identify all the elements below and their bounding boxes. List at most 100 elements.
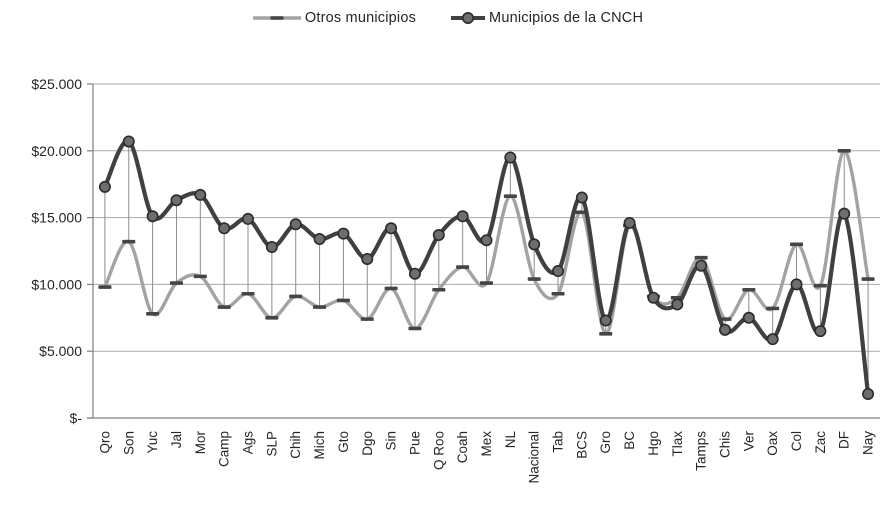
marker-dash-otros (384, 286, 398, 291)
x-axis-label: Col (789, 431, 804, 451)
x-axis-label: NL (503, 431, 518, 449)
marker-dash-otros (742, 287, 756, 292)
marker-circle-cnch (194, 188, 207, 201)
x-axis-label: Qro (97, 431, 112, 454)
marker-dash-otros (813, 283, 827, 288)
legend-item-municipios-cnch: Municipios de la CNCH (450, 10, 643, 26)
x-axis-label: Gto (336, 431, 351, 453)
marker-dash-otros (289, 294, 303, 299)
x-axis-label: Jal (169, 431, 184, 448)
x-axis-label: Chis (717, 431, 732, 458)
marker-dash-otros (146, 311, 160, 316)
x-axis-label: Hgo (646, 431, 661, 456)
x-axis-label: Camp (217, 431, 232, 467)
marker-dash-otros (169, 281, 183, 285)
y-axis-label: $20.000 (31, 143, 82, 159)
legend-item-otros-municipios: Otros municipios (252, 10, 416, 26)
marker-circle-cnch (742, 311, 755, 324)
marker-circle-cnch (862, 387, 875, 400)
legend-label-cnch: Municipios de la CNCH (489, 10, 644, 26)
x-axis-label: DF (837, 431, 852, 449)
x-axis-label: Ags (241, 431, 256, 455)
x-axis-label: Mich (312, 431, 327, 460)
marker-dash-otros (861, 277, 875, 281)
marker-circle-cnch (218, 222, 231, 235)
y-axis-label: $15.000 (31, 210, 82, 226)
x-axis-label: Zac (813, 431, 828, 454)
marker-dash-otros (694, 255, 708, 260)
marker-circle-cnch (361, 253, 374, 266)
marker-circle-cnch (480, 234, 493, 247)
marker-dash-otros (265, 316, 279, 320)
x-axis-label: Gro (598, 431, 613, 454)
x-axis-label: Dgo (360, 431, 375, 456)
marker-circle-cnch (122, 135, 135, 148)
marker-dash-otros (599, 332, 613, 336)
y-axis-label: $25.000 (31, 76, 82, 92)
x-axis-label: Mex (479, 431, 494, 457)
marker-circle-cnch (385, 222, 398, 235)
marker-circle-cnch (695, 259, 708, 272)
marker-circle-cnch (552, 265, 565, 278)
marker-dash-otros (313, 305, 327, 309)
marker-dash-otros (360, 317, 374, 321)
legend-line-sample-otros (252, 16, 301, 20)
marker-circle-cnch (337, 227, 350, 240)
marker-dash-otros (766, 306, 780, 311)
marker-circle-cnch (814, 325, 827, 338)
y-axis-label: $- (70, 410, 83, 426)
marker-dash-otros (456, 265, 470, 269)
marker-circle-cnch (528, 238, 541, 251)
marker-dash-otros (432, 287, 446, 292)
marker-dash-otros (98, 285, 112, 289)
marker-dash-otros (503, 194, 517, 199)
x-axis-label: Oax (765, 431, 780, 456)
x-axis-label: Sin (384, 431, 399, 451)
marker-dash-otros (217, 305, 231, 309)
marker-circle-cnch (289, 218, 302, 231)
marker-dash-otros (837, 149, 851, 153)
marker-circle-cnch (146, 210, 159, 223)
x-axis-label: Pue (407, 431, 422, 455)
marker-circle-cnch (671, 298, 684, 311)
marker-dash-otros (480, 281, 493, 285)
legend-sample-marker (270, 16, 284, 20)
x-axis-label: Tlax (670, 431, 685, 457)
marker-dash-otros (551, 291, 565, 296)
x-axis-label: BCS (574, 431, 589, 459)
x-axis-label: Nay (861, 431, 876, 455)
marker-circle-cnch (456, 210, 469, 223)
legend-label-otros: Otros municipios (304, 10, 417, 26)
x-axis-label: Q Roo (431, 431, 446, 470)
marker-circle-cnch (170, 194, 183, 207)
x-axis-label: Mor (193, 430, 208, 454)
x-axis-label: Ver (741, 430, 756, 451)
marker-dash-otros (336, 298, 350, 303)
marker-circle-cnch (98, 180, 111, 193)
chart-legend: Otros municipios Municipios de la CNCH (0, 10, 895, 26)
marker-circle-cnch (313, 232, 326, 245)
marker-circle-cnch (623, 216, 636, 229)
marker-dash-otros (790, 242, 804, 247)
y-axis-label: $10.000 (31, 276, 82, 292)
x-axis-label: Coah (455, 431, 470, 463)
marker-circle-cnch (242, 212, 255, 225)
marker-circle-cnch (432, 228, 445, 241)
legend-line-sample-cnch (451, 12, 486, 24)
x-axis-label: Son (121, 431, 136, 455)
marker-dash-otros (408, 326, 422, 331)
x-axis-label: Chih (288, 431, 303, 459)
marker-dash-otros (193, 274, 207, 279)
x-axis-label: Yuc (145, 431, 160, 454)
marker-dash-otros (122, 239, 136, 244)
x-axis-label: SLP (264, 431, 279, 457)
legend-sample-marker (462, 12, 475, 24)
marker-circle-cnch (575, 191, 588, 204)
marker-circle-cnch (766, 333, 779, 346)
marker-dash-otros (241, 291, 255, 296)
marker-circle-cnch (504, 151, 517, 164)
marker-circle-cnch (599, 314, 612, 327)
y-axis-label: $5.000 (39, 343, 82, 359)
